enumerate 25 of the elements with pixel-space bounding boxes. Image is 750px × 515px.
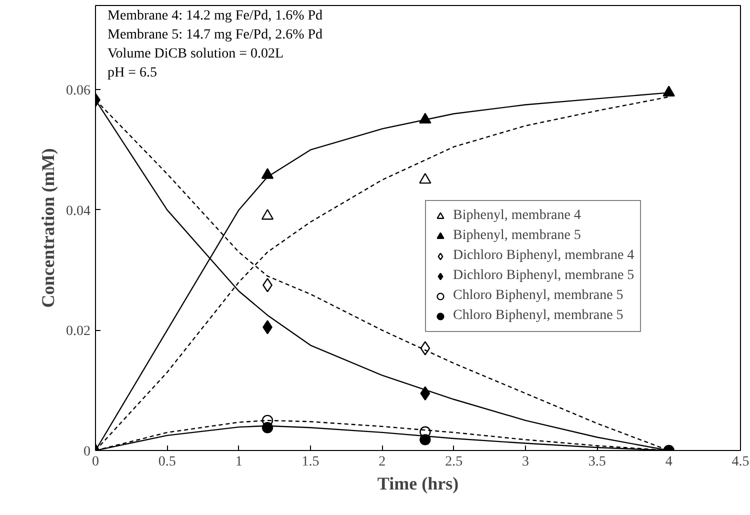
x-tick-label: 4.5 [732,454,750,470]
x-tick-label: 4 [665,454,672,470]
x-tick-label: 2.5 [445,454,463,470]
legend-label: Chloro Biphenyl, membrane 5 [453,307,624,325]
x-tick-label: 1 [235,454,242,470]
y-tick-label: 0.02 [66,324,90,340]
x-axis-title: Time (hrs) [377,474,459,494]
legend-label: Dichloro Biphenyl, membrane 5 [453,267,634,285]
x-tick-label: 3 [522,454,529,470]
x-tick-label: 2 [378,454,386,470]
x-tick-label: 3.5 [588,454,606,470]
annotation: Volume DiCB solution = 0.02L [108,46,284,62]
legend-label: Biphenyl, membrane 4 [453,207,581,225]
y-axis-title: Concentration (mM) [38,148,58,308]
x-tick-label: 0.5 [158,454,176,470]
y-tick-label: 0 [84,444,90,460]
annotation: pH = 6.5 [108,66,158,80]
x-tick-label: 1.5 [302,454,320,470]
legend-label: Dichloro Biphenyl, membrane 4 [453,247,634,265]
annotation: Membrane 4: 14.2 mg Fe/Pd, 1.6% Pd [108,8,323,24]
annotation: Membrane 5: 14.7 mg Fe/Pd, 2.6% Pd [108,28,323,42]
y-tick-label: 0.04 [66,204,90,219]
legend-label: Biphenyl, membrane 5 [453,227,581,245]
legend-label: Chloro Biphenyl, membrane 5 [453,287,624,305]
y-tick-label: 0.06 [66,84,90,99]
